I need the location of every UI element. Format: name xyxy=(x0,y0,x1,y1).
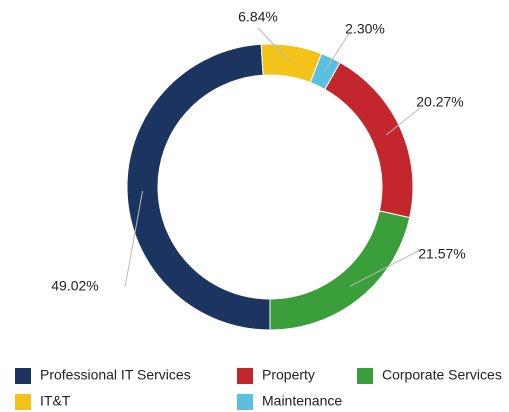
legend-swatch xyxy=(15,394,31,410)
legend-swatch xyxy=(15,368,31,384)
legend-swatch xyxy=(237,394,253,410)
legend-label: Professional IT Services xyxy=(40,367,191,383)
donut-segment xyxy=(269,210,411,331)
donut-segment xyxy=(324,61,414,219)
data-label: 20.27% xyxy=(416,94,463,110)
leader-line xyxy=(124,190,144,288)
leader-line xyxy=(257,27,290,62)
legend-swatch xyxy=(357,368,373,384)
leader-line xyxy=(386,107,421,136)
leader-line xyxy=(349,249,421,287)
legend-label: IT&T xyxy=(40,393,71,409)
data-label: 21.57% xyxy=(418,246,465,262)
legend-label: Corporate Services xyxy=(382,367,502,383)
legend-label: Maintenance xyxy=(262,393,342,409)
data-label: 2.30% xyxy=(345,21,385,37)
data-label: 6.84% xyxy=(238,9,278,25)
donut-segment xyxy=(126,43,271,331)
legend-swatch xyxy=(237,368,253,384)
legend-label: Property xyxy=(262,367,315,383)
leader-line xyxy=(323,31,351,72)
data-label: 49.02% xyxy=(51,278,98,294)
